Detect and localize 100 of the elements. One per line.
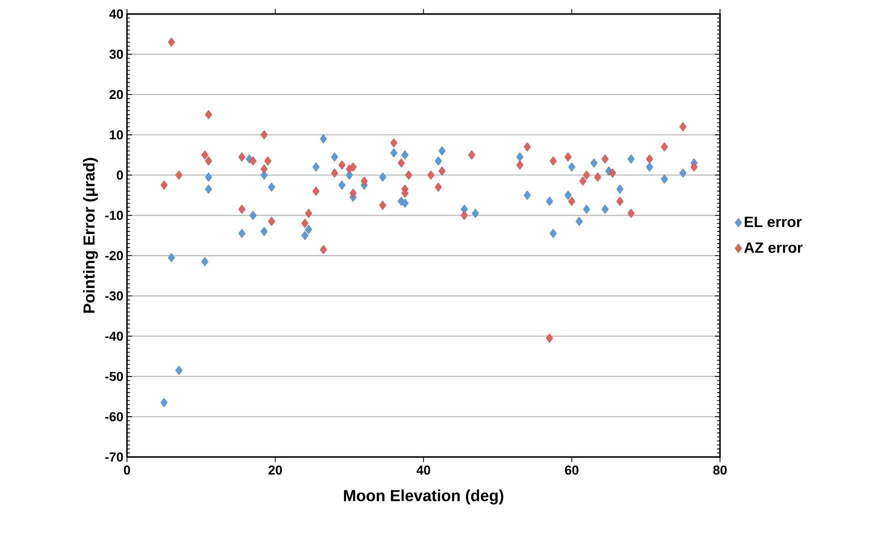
x-tick-label: 20: [268, 466, 282, 475]
point: [301, 218, 308, 228]
x-tick-label: 40: [416, 466, 430, 475]
point: [320, 244, 328, 254]
point: [546, 196, 554, 206]
y-tick-label: 0: [116, 170, 123, 180]
point: [305, 208, 312, 218]
x-tick-label: 80: [713, 466, 727, 475]
point: [460, 210, 468, 220]
point: [550, 156, 557, 166]
point: [268, 216, 276, 226]
point: [524, 190, 531, 200]
point: [175, 170, 182, 180]
point: [204, 184, 212, 194]
point: [646, 154, 654, 164]
y-tick-label: -20: [105, 251, 123, 260]
point: [602, 204, 609, 214]
point: [564, 152, 572, 162]
point: [405, 170, 412, 180]
point: [260, 130, 268, 140]
point: [660, 142, 668, 152]
point: [204, 110, 212, 120]
point: [438, 166, 446, 176]
point: [301, 230, 308, 240]
point: [616, 196, 624, 206]
point: [468, 150, 476, 160]
point: [568, 196, 576, 206]
point: [379, 200, 386, 210]
point: [550, 228, 557, 238]
point: [434, 182, 442, 192]
point: [472, 208, 479, 218]
point: [249, 156, 257, 166]
point: [401, 188, 409, 198]
y-tick-label: -30: [105, 291, 123, 300]
x-tick-label: 0: [124, 466, 130, 475]
point: [390, 138, 398, 148]
point: [398, 158, 405, 168]
point: [568, 162, 576, 172]
point: [660, 174, 668, 184]
point: [627, 208, 635, 218]
point: [312, 186, 320, 196]
point: [330, 152, 338, 162]
point: [516, 152, 524, 162]
point: [546, 333, 554, 343]
point: [594, 172, 602, 182]
point: [305, 224, 312, 234]
point: [175, 366, 182, 376]
point: [238, 152, 246, 162]
y-tick-label: -70: [105, 452, 123, 462]
legend-label: AZ error: [744, 242, 803, 253]
point: [204, 172, 212, 182]
point: [627, 154, 635, 164]
point: [590, 158, 598, 168]
point: [312, 162, 320, 172]
y-tick-label: -40: [105, 332, 123, 341]
point: [360, 176, 368, 186]
x-tick-label: 60: [565, 466, 578, 475]
y-tick-label: 40: [109, 9, 123, 19]
point: [338, 160, 346, 170]
point: [260, 226, 268, 236]
point: [564, 190, 572, 200]
y-tick-label: -60: [105, 412, 123, 422]
point: [579, 176, 586, 186]
point: [646, 162, 654, 172]
point: [524, 142, 531, 152]
point: [249, 210, 257, 220]
point: [602, 154, 609, 164]
point: [201, 150, 208, 160]
y-axis-title: Pointing Error (μrad): [83, 158, 98, 313]
point: [238, 228, 246, 238]
point: [608, 168, 616, 178]
y-tick-label: -50: [105, 372, 123, 382]
point: [330, 168, 338, 178]
point: [516, 160, 524, 170]
point: [320, 134, 328, 144]
point: [350, 188, 357, 198]
point: [679, 168, 687, 178]
x-axis-title: Moon Elevation (deg): [344, 490, 504, 504]
point: [679, 122, 687, 132]
y-tick-label: -10: [105, 210, 123, 220]
y-tick-label: 30: [109, 50, 123, 59]
y-tick-label: 20: [110, 90, 123, 100]
point: [350, 162, 357, 172]
point: [379, 172, 386, 182]
point: [238, 204, 246, 214]
point: [690, 162, 698, 172]
point: [390, 148, 398, 158]
point: [268, 182, 276, 192]
point: [160, 398, 168, 408]
point: [204, 156, 212, 166]
point: [583, 204, 590, 214]
legend-label: EL error: [744, 216, 802, 228]
point: [401, 150, 409, 160]
y-tick-label: 10: [110, 130, 123, 140]
point: [438, 146, 446, 156]
point: [168, 252, 176, 262]
point: [401, 198, 409, 208]
point: [616, 184, 624, 194]
point: [427, 170, 434, 180]
point: [260, 164, 268, 174]
